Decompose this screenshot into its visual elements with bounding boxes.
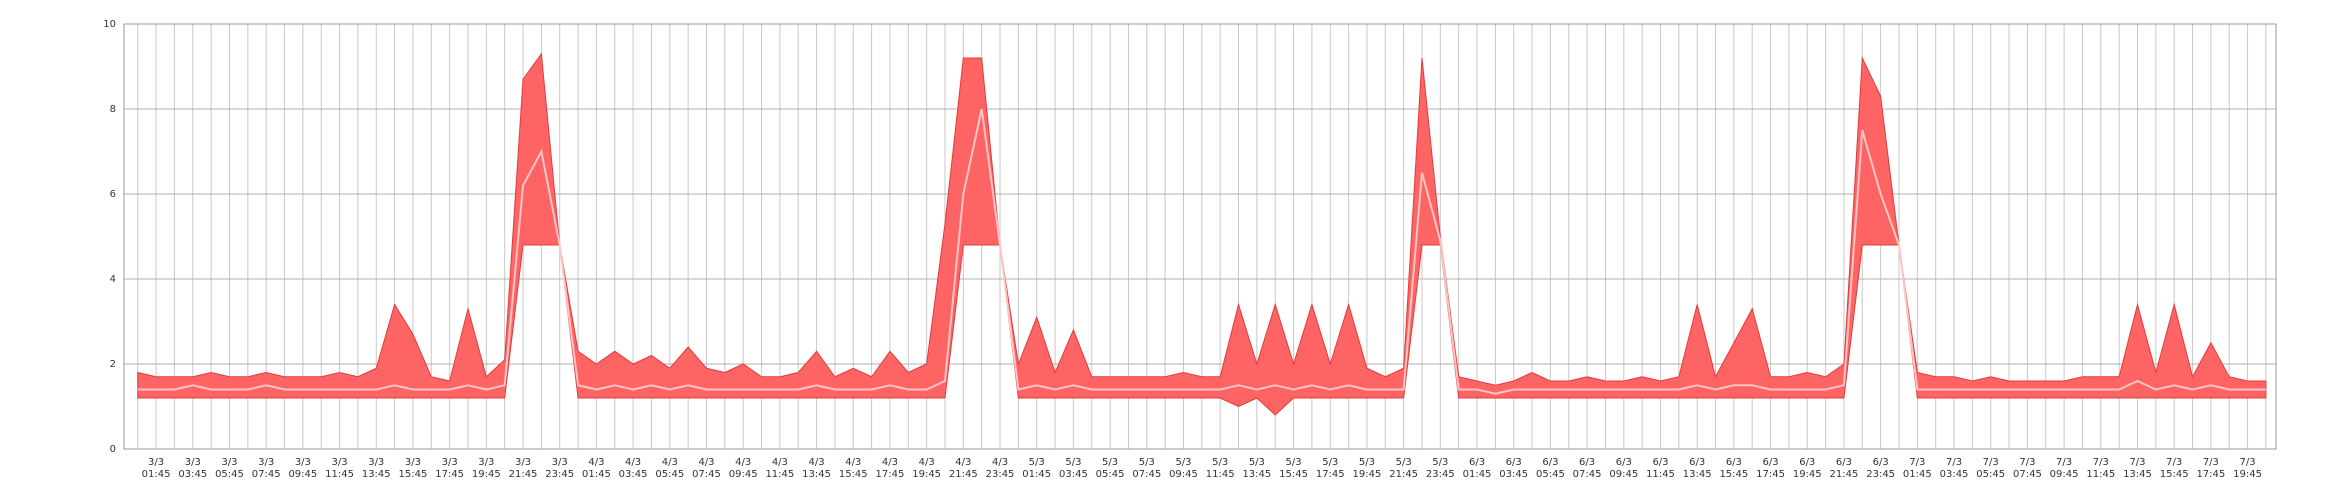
x-tick-label: 3/3 11:45: [325, 457, 354, 480]
x-tick-label: 5/3 17:45: [1315, 457, 1345, 480]
x-tick-label: 6/3 05:45: [1535, 457, 1565, 480]
x-tick-label: 6/3 21:45: [1829, 457, 1859, 480]
x-tick-label: 3/3 19:45: [471, 457, 501, 480]
x-tick-label: 5/3 11:45: [1205, 457, 1235, 480]
x-tick-label: 3/3 15:45: [398, 457, 428, 480]
x-tick-label: 5/3 15:45: [1279, 457, 1308, 480]
y-tick-label: 6: [110, 189, 116, 200]
x-tick-label: 6/3 07:45: [1572, 457, 1602, 480]
x-tick-label: 5/3 03:45: [1058, 457, 1088, 480]
x-tick-label: 4/3 01:45: [581, 457, 611, 480]
y-tick-label: 10: [103, 19, 116, 30]
x-tick-label: 6/3 03:45: [1499, 457, 1529, 480]
x-tick-label: 4/3 15:45: [838, 457, 868, 480]
x-tick-label: 5/3 01:45: [1022, 457, 1052, 480]
x-tick-label: 6/3 23:45: [1866, 457, 1896, 480]
x-tick-label: 6/3 17:45: [1756, 457, 1785, 480]
x-tick-label: 7/3 07:45: [2012, 457, 2042, 480]
x-tick-label: 3/3 05:45: [215, 457, 244, 480]
x-tick-label: 6/3 19:45: [1792, 457, 1822, 480]
x-tick-label: 7/3 15:45: [2159, 457, 2189, 480]
x-tick-label: 7/3 03:45: [1939, 457, 1969, 480]
x-tick-label: 5/3 09:45: [1169, 457, 1198, 480]
x-tick-label: 6/3 11:45: [1646, 457, 1675, 480]
x-tick-label: 5/3 21:45: [1389, 457, 1419, 480]
y-tick-label: 8: [110, 104, 116, 115]
range-band: [137, 52, 2267, 416]
x-tick-label: 3/3 21:45: [508, 457, 538, 480]
x-tick-label: 4/3 13:45: [802, 457, 831, 480]
x-tick-label: 4/3 09:45: [728, 457, 758, 480]
x-tick-label: 4/3 19:45: [912, 457, 942, 480]
y-tick-label: 2: [110, 359, 116, 370]
x-tick-label: 5/3 19:45: [1352, 457, 1382, 480]
y-tick-label: 4: [110, 274, 116, 285]
x-tick-label: 5/3 23:45: [1425, 457, 1455, 480]
x-tick-label: 3/3 09:45: [288, 457, 318, 480]
plot-frame: [123, 23, 2277, 450]
x-tick-label: 6/3 13:45: [1682, 457, 1712, 480]
x-tick-label: 4/3 17:45: [875, 457, 905, 480]
x-tick-label: 6/3 09:45: [1609, 457, 1639, 480]
x-tick-label: 7/3 17:45: [2196, 457, 2226, 480]
x-tick-label: 4/3 11:45: [765, 457, 795, 480]
x-tick-label: 3/3 13:45: [361, 457, 391, 480]
x-tick-label: 7/3 11:45: [2086, 457, 2116, 480]
x-tick-label: 4/3 21:45: [948, 457, 978, 480]
x-tick-label: 3/3 03:45: [178, 457, 208, 480]
x-tick-label: 7/3 01:45: [1902, 457, 1932, 480]
x-tick-label: 7/3 13:45: [2123, 457, 2152, 480]
x-tick-label: 7/3 09:45: [2049, 457, 2079, 480]
x-tick-label: 6/3 01:45: [1462, 457, 1492, 480]
x-tick-label: 6/3 15:45: [1719, 457, 1749, 480]
x-tick-label: 4/3 03:45: [618, 457, 648, 480]
x-tick-label: 4/3 07:45: [692, 457, 721, 480]
x-tick-label: 3/3 17:45: [435, 457, 465, 480]
x-tick-label: 7/3 19:45: [2233, 457, 2262, 480]
y-tick-label: 0: [110, 444, 116, 455]
x-tick-label: 3/3 07:45: [251, 457, 281, 480]
x-tick-label: 5/3 13:45: [1242, 457, 1272, 480]
x-tick-label: 5/3 05:45: [1095, 457, 1125, 480]
x-tick-label: 3/3 01:45: [141, 457, 171, 480]
x-tick-label: 7/3 05:45: [1976, 457, 2006, 480]
x-tick-label: 3/3 23:45: [545, 457, 575, 480]
mean-line: [137, 108, 2266, 395]
x-tick-label: 4/3 23:45: [985, 457, 1015, 480]
x-tick-label: 5/3 07:45: [1132, 457, 1162, 480]
x-tick-label: 4/3 05:45: [655, 457, 685, 480]
